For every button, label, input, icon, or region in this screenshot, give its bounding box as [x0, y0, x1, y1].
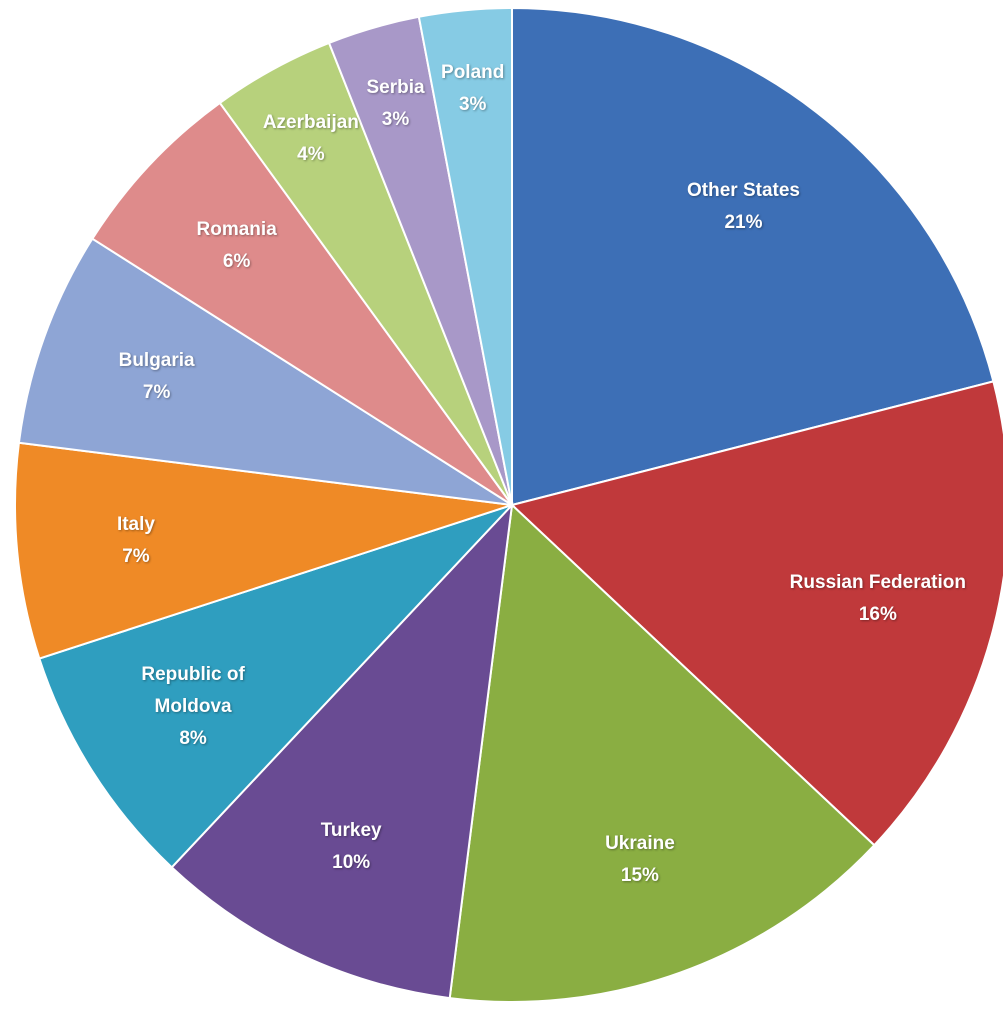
- value-label: 4%: [297, 144, 325, 166]
- pie-slice: [509, 380, 1003, 847]
- slice-label: Serbia 3%: [366, 72, 424, 136]
- category-label: Bulgaria: [118, 350, 195, 372]
- slice-label: Ukraine 15%: [605, 828, 675, 892]
- value-label: 3%: [458, 94, 487, 116]
- category-label: Republic of Moldova: [141, 664, 245, 718]
- slice-label: Bulgaria 7%: [119, 345, 195, 409]
- pie-slice: [417, 6, 513, 506]
- pie-slice: [17, 237, 513, 506]
- category-label: Poland: [441, 62, 505, 84]
- pie-slice: [511, 6, 995, 507]
- value-label: 6%: [222, 251, 251, 273]
- value-label: 3%: [381, 109, 410, 131]
- pie-slice: [170, 502, 514, 1000]
- pie-slice: [38, 504, 513, 869]
- category-label: Turkey: [320, 819, 382, 841]
- category-label: Serbia: [366, 77, 425, 99]
- slice-label: Turkey 10%: [321, 815, 382, 879]
- slice-label: Republic of Moldova 8%: [123, 659, 263, 755]
- pie-slice: [448, 502, 876, 1003]
- value-label: 7%: [122, 545, 150, 567]
- category-label: Azerbaijan: [262, 112, 359, 134]
- value-label: 21%: [724, 211, 763, 233]
- pie-slice: [14, 441, 513, 660]
- slice-label: Poland 3%: [441, 57, 504, 121]
- slice-label: Other States 21%: [687, 175, 800, 239]
- slice-label: Russian Federation 16%: [790, 567, 966, 631]
- value-label: 8%: [179, 728, 207, 750]
- slice-label: Romania 6%: [197, 214, 277, 278]
- value-label: 10%: [332, 851, 371, 873]
- pie-slice: [90, 101, 513, 506]
- value-label: 15%: [620, 865, 659, 887]
- category-label: Italy: [116, 513, 155, 535]
- category-label: Ukraine: [605, 833, 675, 855]
- value-label: 16%: [858, 603, 897, 625]
- category-label: Russian Federation: [789, 571, 967, 593]
- slice-label: Azerbaijan 4%: [263, 107, 359, 171]
- slice-label: Italy 7%: [117, 509, 155, 573]
- category-label: Romania: [196, 219, 277, 241]
- value-label: 7%: [142, 382, 171, 404]
- category-label: Other States: [687, 179, 800, 201]
